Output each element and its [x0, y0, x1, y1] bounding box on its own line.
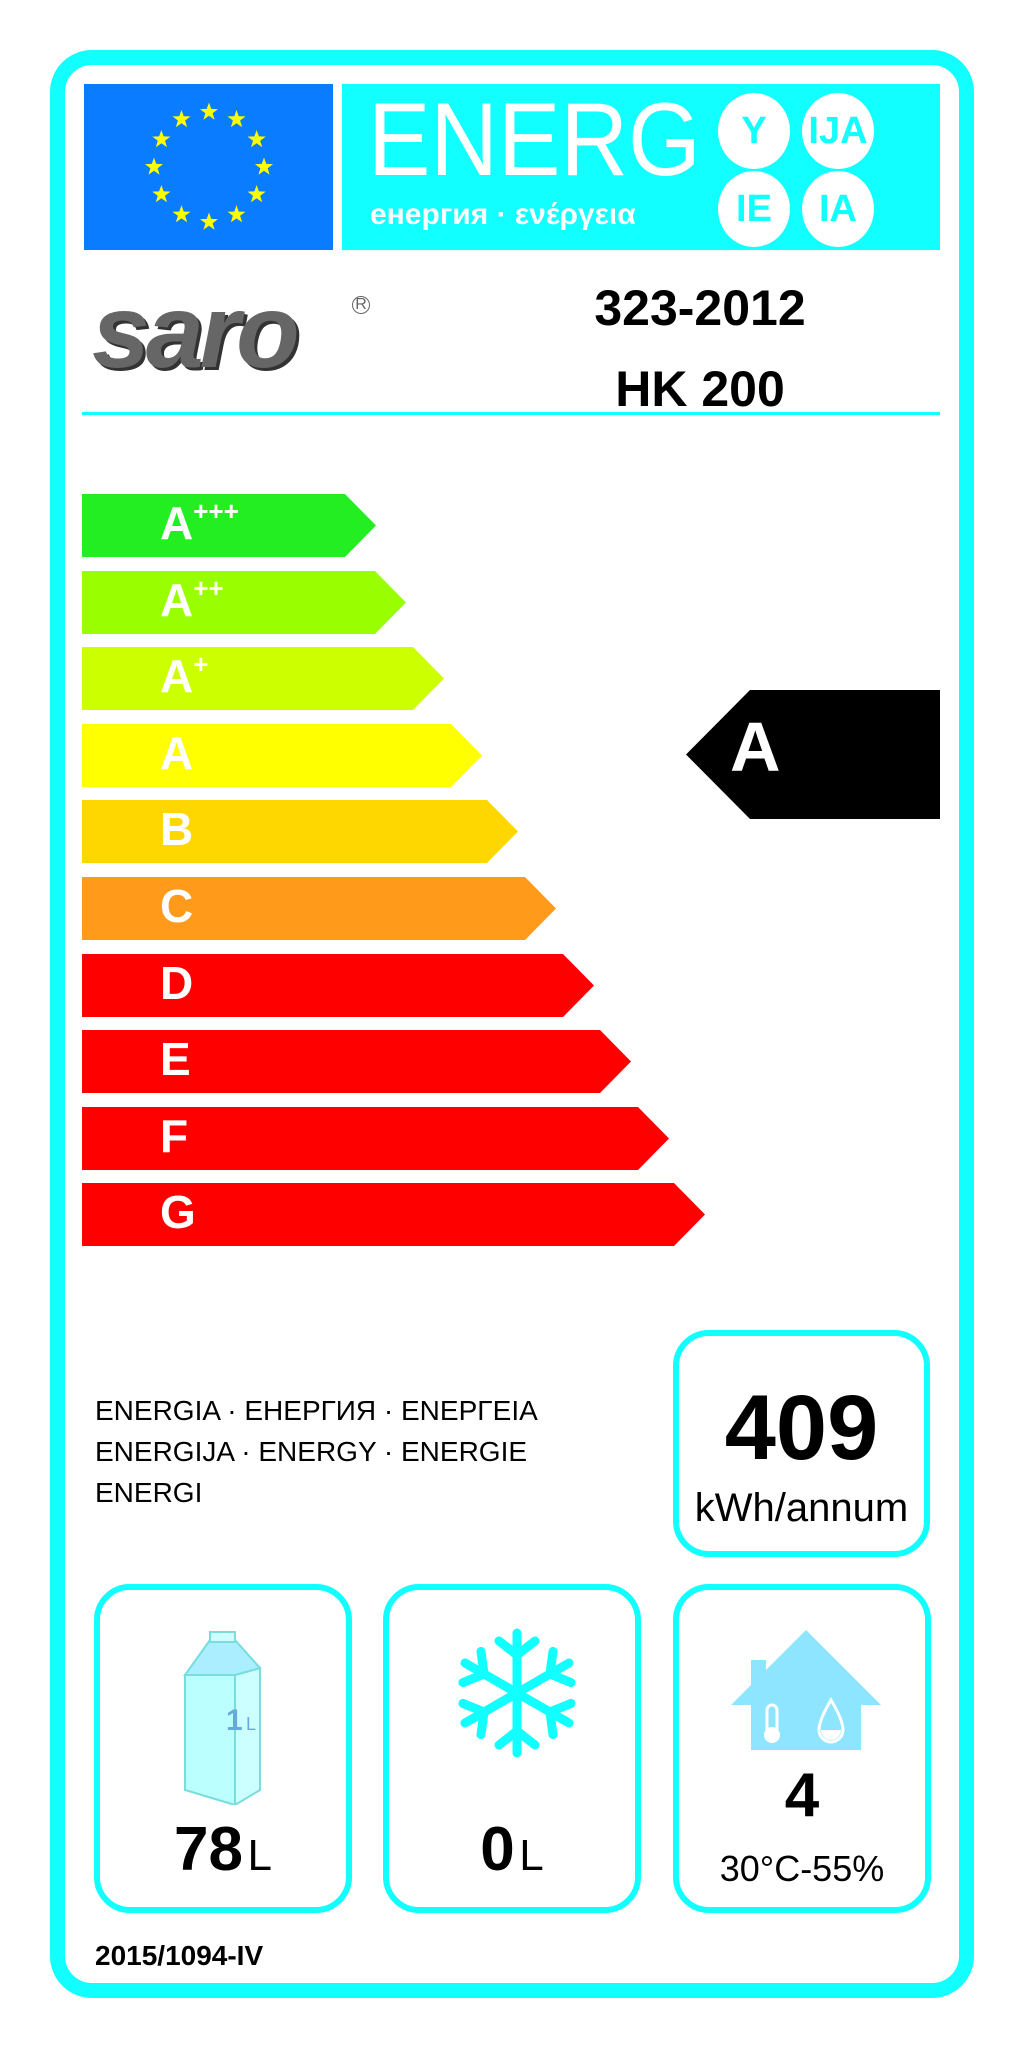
climate-class-box: 4 30°C-55% — [673, 1584, 931, 1913]
energy-class-letter: A — [160, 650, 194, 703]
consumption-unit: kWh/annum — [694, 1486, 909, 1530]
carton-label: 1 — [226, 1704, 243, 1737]
energy-class-letter: B — [160, 803, 194, 856]
energy-class-label: A+++ — [160, 497, 239, 549]
star-icon — [152, 185, 171, 203]
energy-class-letter: A — [160, 497, 194, 549]
energy-class-plus: +++ — [193, 496, 239, 526]
consumption-box: 409 kWh/annum — [673, 1330, 930, 1557]
carton-unit: L — [246, 1714, 256, 1734]
energy-text-line: ENERGI — [95, 1477, 203, 1508]
star-icon — [247, 185, 266, 203]
star-icon — [200, 212, 218, 230]
energy-class-letter: A — [160, 573, 194, 626]
energy-class-letter: F — [160, 1109, 189, 1162]
energy-class-label: F — [160, 1113, 188, 1159]
divider — [82, 412, 940, 415]
energy-class-bar: G — [82, 1183, 705, 1247]
snowflake-arm — [512, 1646, 576, 1698]
energy-class-bar: C — [82, 877, 556, 940]
energy-text-line: ENERGIA · ЕНЕРГИЯ · ΕΝΕΡΓΕΙΑ — [95, 1395, 538, 1426]
model-name: HK 200 — [615, 361, 785, 417]
snowflake-arm — [458, 1688, 522, 1740]
snowflake-arm — [494, 1688, 540, 1758]
eu-flag — [84, 84, 333, 250]
energy-class-bar: E — [82, 1030, 631, 1094]
rating-letter: A — [730, 708, 781, 786]
energy-class-bar: A+++ — [82, 494, 376, 557]
climate-class-value: 4 — [784, 1761, 820, 1830]
snowflake-arm — [512, 1688, 576, 1740]
energy-class-label: D — [160, 960, 193, 1006]
energy-class-letter: G — [160, 1186, 196, 1239]
frozen-volume-value: 0 — [480, 1815, 515, 1884]
energy-class-plus: + — [193, 649, 209, 680]
energy-class-letter: A — [160, 726, 194, 779]
consumption-value: 409 — [724, 1377, 879, 1479]
suffix-ie: IE — [718, 171, 790, 247]
registered-mark: R — [352, 296, 370, 314]
fresh-volume-value: 78 — [174, 1815, 244, 1884]
star-icon — [200, 102, 218, 120]
energy-class-letter: E — [160, 1033, 191, 1086]
energy-class-bar: A — [82, 723, 482, 787]
suffix-y: Y — [718, 93, 790, 169]
energy-text-line: ENERGIJA · ENERGY · ENERGIE — [95, 1436, 528, 1467]
rating-indicator: A — [686, 690, 940, 819]
energy-class-bar: A+ — [82, 647, 444, 711]
milk-carton-icon: 1 L — [183, 1631, 262, 1805]
star-icon — [152, 130, 171, 148]
energy-class-bar: F — [82, 1106, 669, 1170]
energy-class-bar: A++ — [82, 570, 406, 634]
star-icon — [145, 157, 163, 175]
suffix-ija: IJA — [802, 93, 874, 169]
frozen-volume-unit: L — [519, 1831, 544, 1880]
energy-class-bar: D — [82, 953, 594, 1017]
energy-class-letter: C — [160, 880, 194, 932]
snowflake-arm — [458, 1646, 522, 1698]
energy-class-bar: B — [82, 800, 518, 864]
star-icon — [227, 109, 246, 128]
energy-class-label: A++ — [160, 573, 224, 626]
fresh-volume-unit: L — [247, 1831, 272, 1880]
energy-class-label: B — [160, 806, 193, 852]
snowflake-icon — [458, 1628, 576, 1758]
energy-word: ENERG — [368, 82, 701, 198]
star-icon — [247, 130, 266, 148]
climate-condition: 30°C-55% — [719, 1848, 885, 1889]
frozen-volume-box: 0 L — [383, 1584, 641, 1913]
star-icon — [172, 109, 191, 128]
fresh-volume-box: 1 L 78 L — [94, 1584, 352, 1913]
label-frame — [50, 50, 974, 1998]
energy-class-label: C — [160, 883, 193, 929]
energy-class-label: A — [160, 730, 193, 776]
model-code: 323-2012 — [594, 280, 806, 336]
energy-class-label: G — [160, 1189, 196, 1235]
eu-stars-icon — [145, 102, 273, 230]
energy-subtitle: енергия · ενέργεια — [370, 198, 636, 231]
energy-class-label: A+ — [160, 650, 208, 703]
energy-class-letter: D — [160, 956, 194, 1009]
saro-logo: saro — [92, 274, 300, 390]
energy-class-label: E — [160, 1036, 191, 1082]
energy-class-plus: ++ — [193, 572, 224, 603]
regulation-reference: 2015/1094-IV — [95, 1940, 264, 1971]
star-icon — [172, 205, 191, 223]
suffix-ia: IA — [802, 171, 874, 247]
house-climate-icon — [731, 1630, 881, 1750]
snowflake-arm — [494, 1628, 540, 1698]
star-icon — [255, 157, 273, 175]
star-icon — [227, 205, 246, 223]
